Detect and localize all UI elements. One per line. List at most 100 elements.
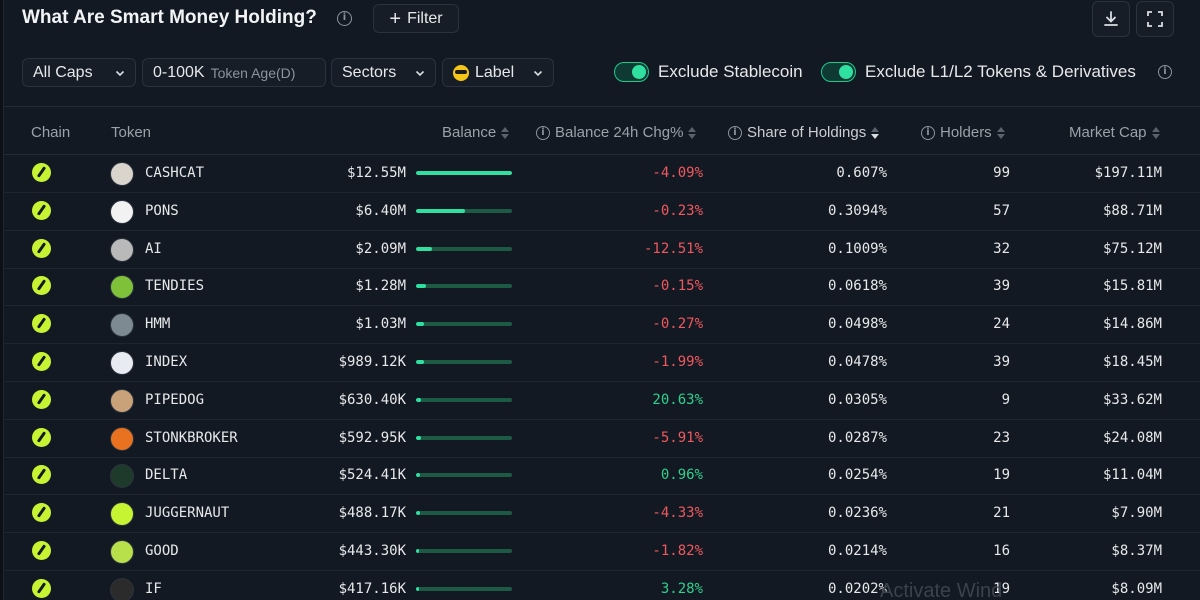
column-header-share[interactable]: i Share of Holdings — [728, 124, 880, 141]
download-button[interactable] — [1092, 1, 1130, 37]
column-header-balance[interactable]: Balance — [442, 124, 510, 141]
sort-icon — [501, 126, 510, 139]
token-name[interactable]: AI — [145, 240, 162, 257]
token-name[interactable]: DELTA — [145, 467, 188, 484]
token-name[interactable]: PIPEDOG — [145, 391, 205, 408]
holders-count: 19 — [993, 580, 1010, 597]
holders-count: 21 — [993, 505, 1010, 522]
holders-count: 16 — [993, 543, 1010, 559]
table-row[interactable]: HMM $1.03M -0.27% 0.0498% 24 $14.86M — [3, 306, 1200, 345]
table-row[interactable]: PIPEDOG $630.40K 20.63% 0.0305% 9 $33.62M — [3, 382, 1200, 420]
filter-button[interactable]: + Filter — [373, 4, 459, 33]
balance-change: -5.91% — [652, 429, 703, 446]
balance-change: -0.23% — [652, 202, 703, 219]
balance-change: -0.27% — [652, 316, 703, 333]
table-row[interactable]: IF $417.16K 3.28% 0.0202% 19 $8.09M — [3, 571, 1200, 600]
balance-bar-fill — [416, 473, 421, 478]
market-cap: $8.09M — [1111, 580, 1162, 597]
chevron-down-icon — [115, 70, 125, 76]
token-name[interactable]: JUGGERNAUT — [145, 505, 230, 522]
chain-icon — [32, 163, 51, 182]
share-of-holdings: 0.0478% — [827, 354, 887, 370]
token-age-filter[interactable]: 0-100K Token Age(D) — [142, 58, 326, 87]
info-icon[interactable]: i — [921, 125, 935, 140]
token-name[interactable]: CASHCAT — [145, 165, 205, 181]
label-dropdown[interactable]: Label — [442, 58, 554, 87]
table-row[interactable]: INDEX $989.12K -1.99% 0.0478% 39 $18.45M — [3, 344, 1200, 382]
balance-value: $2.09M — [355, 240, 406, 257]
info-icon[interactable]: i — [536, 125, 550, 140]
balance-value: $6.40M — [355, 202, 406, 219]
balance-change: 20.63% — [652, 391, 703, 408]
share-of-holdings: 0.0287% — [827, 429, 887, 446]
exclude-stablecoin-toggle[interactable] — [614, 62, 649, 82]
token-icon — [110, 351, 134, 375]
column-header-balance-chg[interactable]: i Balance 24h Chg% — [536, 124, 697, 141]
share-of-holdings: 0.0214% — [827, 543, 887, 559]
sort-icon — [1151, 126, 1160, 139]
info-icon[interactable]: i — [1158, 65, 1172, 79]
toggle-knob — [632, 65, 646, 79]
balance-value: $1.03M — [355, 316, 406, 333]
smart-money-panel — [3, 0, 1200, 600]
chevron-down-icon — [533, 70, 543, 76]
market-cap: $7.90M — [1111, 505, 1162, 522]
holders-count: 39 — [993, 354, 1010, 370]
holders-count: 24 — [993, 316, 1010, 333]
fullscreen-button[interactable] — [1136, 1, 1174, 37]
table-row[interactable]: DELTA $524.41K 0.96% 0.0254% 19 $11.04M — [3, 457, 1200, 496]
balance-bar — [416, 549, 512, 553]
chain-icon — [32, 389, 51, 409]
chain-icon — [32, 541, 51, 560]
exclude-l1l2-toggle[interactable] — [821, 62, 856, 82]
token-name[interactable]: STONKBROKER — [145, 429, 238, 446]
balance-bar — [416, 208, 512, 213]
market-cap: $24.08M — [1102, 429, 1162, 446]
balance-change: 0.96% — [660, 467, 703, 484]
table-row[interactable]: GOOD $443.30K -1.82% 0.0214% 16 $8.37M — [3, 533, 1200, 571]
market-cap: $8.37M — [1111, 543, 1162, 559]
token-name[interactable]: HMM — [145, 316, 171, 333]
chain-icon — [32, 465, 51, 485]
holders-count: 57 — [993, 202, 1010, 219]
token-name[interactable]: IF — [145, 580, 162, 597]
table-row[interactable]: AI $2.09M -12.51% 0.1009% 32 $75.12M — [3, 231, 1200, 269]
balance-bar-fill — [416, 549, 420, 553]
balance-value: $524.41K — [338, 467, 406, 484]
table-row[interactable]: TENDIES $1.28M -0.15% 0.0618% 39 $15.81M — [3, 268, 1200, 307]
balance-bar-fill — [416, 246, 433, 251]
caps-dropdown[interactable]: All Caps — [22, 58, 136, 87]
divider — [3, 106, 1200, 107]
toggle-knob — [839, 65, 853, 79]
share-of-holdings: 0.3094% — [827, 202, 887, 219]
watermark-text: Activate Wind — [880, 580, 1003, 600]
chain-icon — [32, 427, 51, 447]
page-title: What Are Smart Money Holding? — [22, 7, 317, 28]
token-name[interactable]: PONS — [145, 202, 179, 219]
column-header-holders[interactable]: i Holders — [921, 124, 1005, 141]
holders-count: 99 — [993, 165, 1010, 181]
column-header-label: Token — [111, 124, 152, 141]
balance-change: -4.33% — [652, 505, 703, 522]
column-header-token: Token — [111, 124, 151, 141]
table-row[interactable]: JUGGERNAUT $488.17K -4.33% 0.0236% 21 $7.90M — [3, 495, 1200, 534]
balance-bar — [416, 284, 512, 289]
sectors-dropdown[interactable]: Sectors — [331, 58, 436, 87]
token-age-label: Token Age(D) — [210, 64, 296, 81]
table-row[interactable]: PONS $6.40M -0.23% 0.3094% 57 $88.71M — [3, 193, 1200, 231]
column-header-market-cap[interactable]: Market Cap — [1069, 124, 1160, 141]
table-row[interactable]: STONKBROKER $592.95K -5.91% 0.0287% 23 $24.08… — [3, 420, 1200, 458]
token-name[interactable]: GOOD — [145, 543, 179, 559]
info-icon[interactable]: i — [728, 125, 742, 140]
table-row[interactable]: CASHCAT $12.55M -4.09% 0.607% 99 $197.11M — [3, 155, 1200, 193]
token-name[interactable]: TENDIES — [145, 278, 205, 295]
share-of-holdings: 0.0236% — [827, 505, 887, 522]
token-name[interactable]: INDEX — [145, 354, 188, 370]
balance-change: -1.82% — [652, 543, 703, 559]
balance-value: $1.28M — [355, 278, 406, 295]
info-icon[interactable]: i — [337, 11, 352, 26]
token-icon — [110, 162, 134, 186]
balance-value: $12.55M — [346, 165, 406, 181]
chain-icon — [32, 314, 51, 334]
balance-value: $488.17K — [338, 505, 406, 522]
